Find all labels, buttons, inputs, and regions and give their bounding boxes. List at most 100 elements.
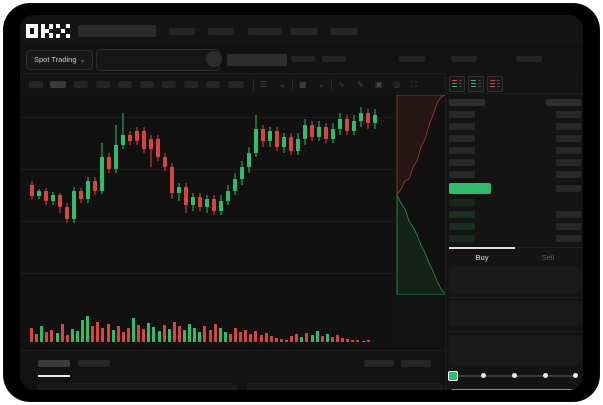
orderbook-ask-price bbox=[556, 147, 581, 154]
bottom-action-1[interactable] bbox=[364, 360, 394, 367]
orderbook-ask-row[interactable] bbox=[449, 147, 475, 154]
nav-item-1[interactable] bbox=[169, 28, 195, 35]
candle bbox=[51, 95, 55, 305]
candle bbox=[191, 95, 195, 305]
fullscreen-icon[interactable]: ⛶ bbox=[411, 80, 417, 89]
camera-icon[interactable]: ▣ bbox=[375, 80, 383, 89]
market-subheader: Spot Trading⌄ ⌄ bbox=[20, 45, 583, 73]
tab-sell[interactable]: Sell bbox=[541, 253, 555, 262]
orderbook-ask-row[interactable] bbox=[449, 123, 475, 130]
bottom-action-2[interactable] bbox=[401, 360, 431, 367]
orderbook-ask-row[interactable] bbox=[449, 159, 475, 166]
orderbook-ask-row[interactable] bbox=[449, 171, 475, 178]
app-screen: Spot Trading⌄ ⌄ ☰ bbox=[20, 15, 583, 390]
candle bbox=[93, 95, 97, 305]
nav-item-2[interactable] bbox=[208, 28, 234, 35]
timeframe-7[interactable] bbox=[162, 81, 176, 88]
volume-bar bbox=[203, 326, 207, 342]
orderbook-ask-price bbox=[556, 123, 581, 130]
candle bbox=[170, 95, 174, 305]
order-field-1[interactable] bbox=[449, 267, 581, 293]
orderbook-bid-row[interactable] bbox=[449, 199, 475, 206]
nav-item-4[interactable] bbox=[290, 28, 318, 35]
amount-slider-stop-50[interactable] bbox=[512, 373, 517, 378]
candle bbox=[261, 95, 265, 305]
tab-buy[interactable]: Buy bbox=[475, 253, 489, 262]
candle bbox=[37, 95, 41, 305]
order-field-2[interactable] bbox=[449, 301, 581, 327]
nav-item-3[interactable] bbox=[248, 28, 282, 35]
chart-gridline bbox=[20, 117, 395, 118]
submit-buy-button[interactable] bbox=[450, 389, 580, 390]
order-field-3[interactable] bbox=[449, 335, 581, 365]
volume-bar bbox=[213, 324, 217, 342]
nav-item-5[interactable] bbox=[330, 28, 358, 35]
settings-icon[interactable]: ◎ bbox=[393, 80, 400, 89]
orderbook-layout-both-icon[interactable] bbox=[449, 76, 465, 92]
amount-slider-handle[interactable] bbox=[448, 370, 458, 381]
volume-bar bbox=[264, 333, 268, 342]
chevron-down-icon-2[interactable]: ⌄ bbox=[318, 80, 325, 89]
timeframe-10[interactable] bbox=[228, 81, 244, 88]
volume-bar bbox=[254, 331, 258, 342]
orderbook-ask-price bbox=[556, 135, 581, 142]
pair-price-skeleton bbox=[227, 54, 287, 66]
volume-bar bbox=[70, 329, 74, 342]
amount-slider[interactable] bbox=[448, 370, 578, 381]
line-tool-icon[interactable]: ∿ bbox=[338, 80, 345, 89]
orderbook-bid-row[interactable] bbox=[449, 223, 475, 230]
candle bbox=[275, 95, 279, 305]
orderbook-current-price[interactable] bbox=[449, 183, 491, 194]
bottom-tab-1[interactable] bbox=[38, 360, 70, 367]
orderbook-ask-row[interactable] bbox=[449, 111, 475, 118]
candle bbox=[177, 95, 181, 305]
timeframe-3[interactable] bbox=[74, 81, 88, 88]
orderbook-ask-row[interactable] bbox=[449, 99, 485, 106]
candle bbox=[233, 95, 237, 305]
amount-slider-stop-75[interactable] bbox=[543, 373, 548, 378]
indicators-icon[interactable]: ▦ bbox=[299, 80, 307, 89]
timeframe-1[interactable] bbox=[29, 81, 43, 88]
volume-bar bbox=[295, 334, 299, 342]
candle bbox=[198, 95, 202, 305]
market-type-label: Spot Trading bbox=[34, 55, 77, 64]
candle bbox=[296, 95, 300, 305]
amount-slider-stop-100[interactable] bbox=[573, 373, 578, 378]
bottom-tab-2[interactable] bbox=[78, 360, 110, 367]
orderbook-bid-row[interactable] bbox=[449, 211, 475, 218]
volume-bar bbox=[279, 339, 283, 342]
volume-bar bbox=[336, 335, 339, 342]
orderbook-bid-row[interactable] bbox=[449, 235, 475, 242]
volume-bar bbox=[249, 334, 253, 342]
candle bbox=[310, 95, 314, 305]
search-input[interactable] bbox=[78, 25, 156, 37]
timeframe-4[interactable] bbox=[96, 81, 110, 88]
device-frame: Spot Trading⌄ ⌄ ☰ bbox=[4, 4, 599, 401]
candle bbox=[107, 95, 111, 305]
timeframe-6[interactable] bbox=[140, 81, 154, 88]
timeframe-2[interactable] bbox=[50, 81, 66, 88]
candlestick-chart[interactable] bbox=[20, 95, 395, 305]
timeframe-9[interactable] bbox=[206, 81, 220, 88]
okx-logo-icon[interactable] bbox=[26, 24, 70, 38]
market-type-dropdown[interactable]: Spot Trading ⌄ bbox=[26, 50, 94, 70]
timeframe-8[interactable] bbox=[184, 81, 198, 88]
stat-block-4 bbox=[451, 56, 477, 62]
pencil-icon[interactable]: ✎ bbox=[357, 80, 364, 89]
chevron-down-icon-1[interactable]: ⌄ bbox=[279, 80, 286, 89]
trading-pair-select[interactable]: ⌄ bbox=[96, 49, 220, 71]
orderbook-layout-asks-icon[interactable] bbox=[487, 76, 503, 92]
volume-bar bbox=[274, 338, 278, 342]
amount-slider-stop-25[interactable] bbox=[481, 373, 486, 378]
candle bbox=[156, 95, 160, 305]
orderbook-ask-row[interactable] bbox=[449, 135, 475, 142]
candle bbox=[184, 95, 188, 305]
candle bbox=[65, 95, 69, 305]
candle bbox=[100, 95, 104, 305]
volume-bar bbox=[218, 328, 222, 342]
bottom-content-block-2 bbox=[247, 383, 443, 390]
orderbook-layout-bids-icon[interactable] bbox=[468, 76, 484, 92]
timeframe-5[interactable] bbox=[118, 81, 132, 88]
volume-bar bbox=[106, 324, 110, 342]
candles-icon[interactable]: ☰ bbox=[260, 80, 268, 89]
